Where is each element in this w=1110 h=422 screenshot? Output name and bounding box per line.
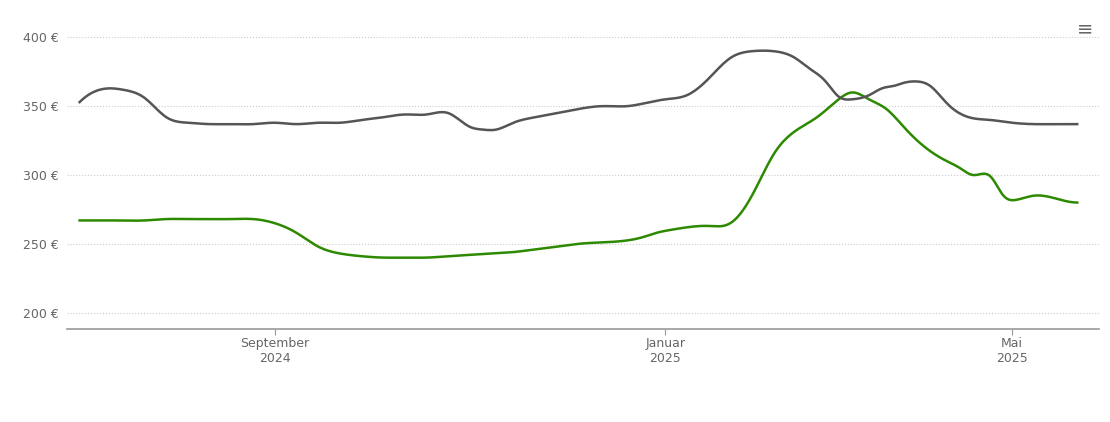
Text: ≡: ≡ bbox=[1077, 19, 1093, 38]
